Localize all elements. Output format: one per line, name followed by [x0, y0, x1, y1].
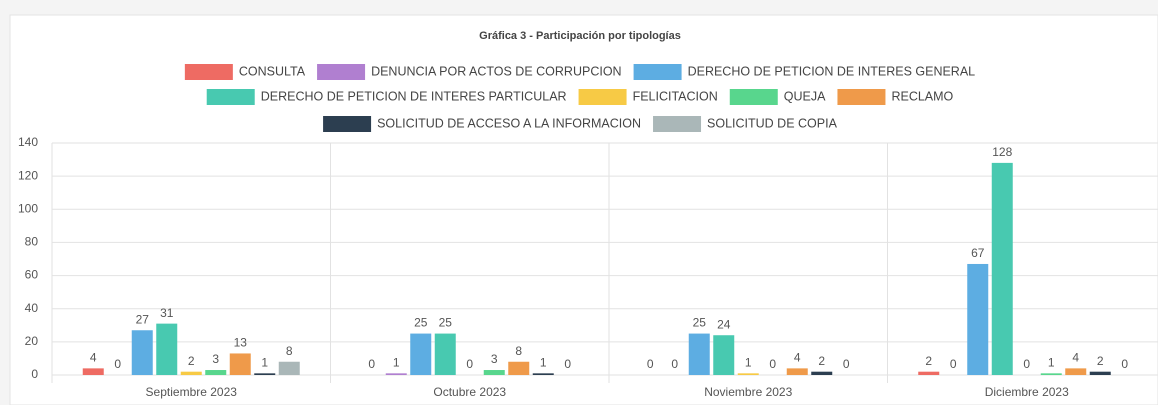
value-label: 31 [160, 306, 174, 320]
y-tick-label: 40 [25, 301, 39, 315]
y-tick-label: 0 [31, 367, 38, 381]
value-label: 1 [393, 356, 400, 370]
bar [156, 323, 178, 375]
bar [254, 373, 276, 375]
bar [229, 353, 251, 375]
value-label: 0 [671, 357, 678, 371]
value-label: 0 [769, 357, 776, 371]
y-tick-label: 20 [25, 334, 39, 348]
bar [1040, 373, 1062, 375]
value-label: 2 [818, 354, 825, 368]
value-label: 0 [368, 357, 375, 371]
bar [991, 162, 1013, 375]
x-tick-label: Octubre 2023 [433, 385, 506, 399]
bar [410, 333, 432, 375]
legend-swatch [633, 64, 682, 80]
value-label: 24 [717, 317, 731, 331]
legend-label: CONSULTA [239, 64, 306, 78]
legend-label: DERECHO DE PETICION DE INTERES PARTICULA… [261, 89, 567, 103]
bar [967, 263, 989, 375]
value-label: 67 [971, 246, 985, 260]
value-label: 1 [745, 356, 752, 370]
value-label: 0 [950, 357, 957, 371]
y-tick-label: 100 [18, 201, 38, 215]
legend-label: DERECHO DE PETICION DE INTERES GENERAL [688, 64, 976, 78]
value-label: 1 [261, 356, 268, 370]
value-label: 1 [540, 356, 547, 370]
value-label: 1 [1048, 356, 1055, 370]
legend-swatch [837, 89, 886, 105]
value-label: 3 [491, 352, 498, 366]
chart-title: Gráfica 3 - Participación por tipologías [479, 30, 681, 42]
value-label: 8 [286, 344, 293, 358]
y-tick-label: 140 [18, 135, 38, 149]
bar [131, 330, 153, 375]
value-label: 4 [1072, 351, 1079, 365]
value-label: 4 [794, 351, 801, 365]
bar [82, 368, 104, 375]
legend-swatch [184, 64, 233, 80]
bar [811, 371, 833, 375]
legend-swatch [206, 89, 255, 105]
bar [737, 373, 759, 375]
x-tick-label: Septiembre 2023 [146, 385, 238, 399]
legend-label: QUEJA [784, 89, 826, 103]
value-label: 0 [564, 357, 571, 371]
legend-swatch [729, 89, 778, 105]
value-label: 128 [992, 145, 1012, 159]
y-tick-label: 120 [18, 168, 38, 182]
legend-label: SOLICITUD DE ACCESO A LA INFORMACION [377, 116, 641, 130]
bar [205, 370, 227, 375]
legend-label: DENUNCIA POR ACTOS DE CORRUPCION [371, 64, 622, 78]
bar [918, 371, 940, 375]
bar [434, 333, 456, 375]
value-label: 4 [90, 351, 97, 365]
value-label: 3 [212, 352, 219, 366]
legend-swatch [323, 116, 372, 132]
value-label: 0 [647, 357, 654, 371]
value-label: 0 [843, 357, 850, 371]
value-label: 0 [466, 357, 473, 371]
value-label: 25 [693, 316, 707, 330]
value-label: 2 [188, 354, 195, 368]
bar [1089, 371, 1111, 375]
bar [713, 335, 735, 375]
x-tick-label: Noviembre 2023 [704, 385, 792, 399]
legend-label: FELICITACION [633, 89, 718, 103]
bar [508, 361, 530, 375]
bar [278, 361, 300, 375]
y-tick-label: 80 [25, 235, 39, 249]
y-tick-label: 60 [25, 268, 39, 282]
value-label: 2 [1097, 354, 1104, 368]
bar [786, 368, 808, 375]
value-label: 13 [234, 336, 248, 350]
bar [483, 370, 505, 375]
value-label: 0 [1121, 357, 1128, 371]
bar [385, 373, 407, 375]
legend-label: RECLAMO [891, 89, 953, 103]
value-label: 25 [414, 316, 428, 330]
bar [1065, 368, 1087, 375]
value-label: 8 [515, 344, 522, 358]
value-label: 25 [439, 316, 453, 330]
bar [180, 371, 202, 375]
legend-swatch [653, 116, 702, 132]
value-label: 27 [136, 312, 150, 326]
legend-swatch [578, 89, 627, 105]
value-label: 2 [925, 354, 932, 368]
legend-swatch [317, 64, 366, 80]
bar [688, 333, 710, 375]
legend-label: SOLICITUD DE COPIA [707, 116, 838, 130]
bar [532, 373, 554, 375]
x-tick-label: Diciembre 2023 [985, 385, 1069, 399]
value-label: 0 [1023, 357, 1030, 371]
value-label: 0 [114, 357, 121, 371]
